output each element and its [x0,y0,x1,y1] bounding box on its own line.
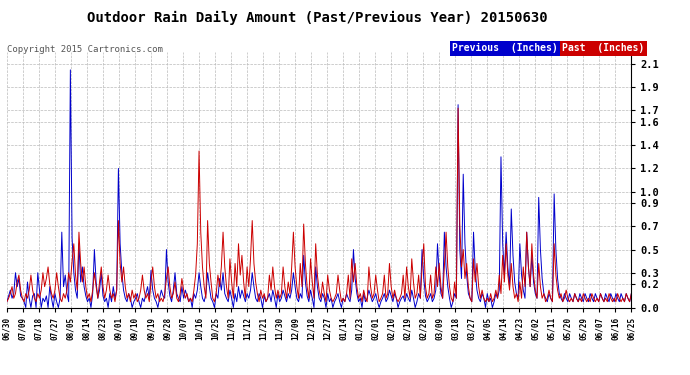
Text: Outdoor Rain Daily Amount (Past/Previous Year) 20150630: Outdoor Rain Daily Amount (Past/Previous… [87,11,548,26]
Text: Copyright 2015 Cartronics.com: Copyright 2015 Cartronics.com [7,45,163,54]
Text: Past  (Inches): Past (Inches) [562,43,644,53]
Text: Previous  (Inches): Previous (Inches) [452,43,558,53]
